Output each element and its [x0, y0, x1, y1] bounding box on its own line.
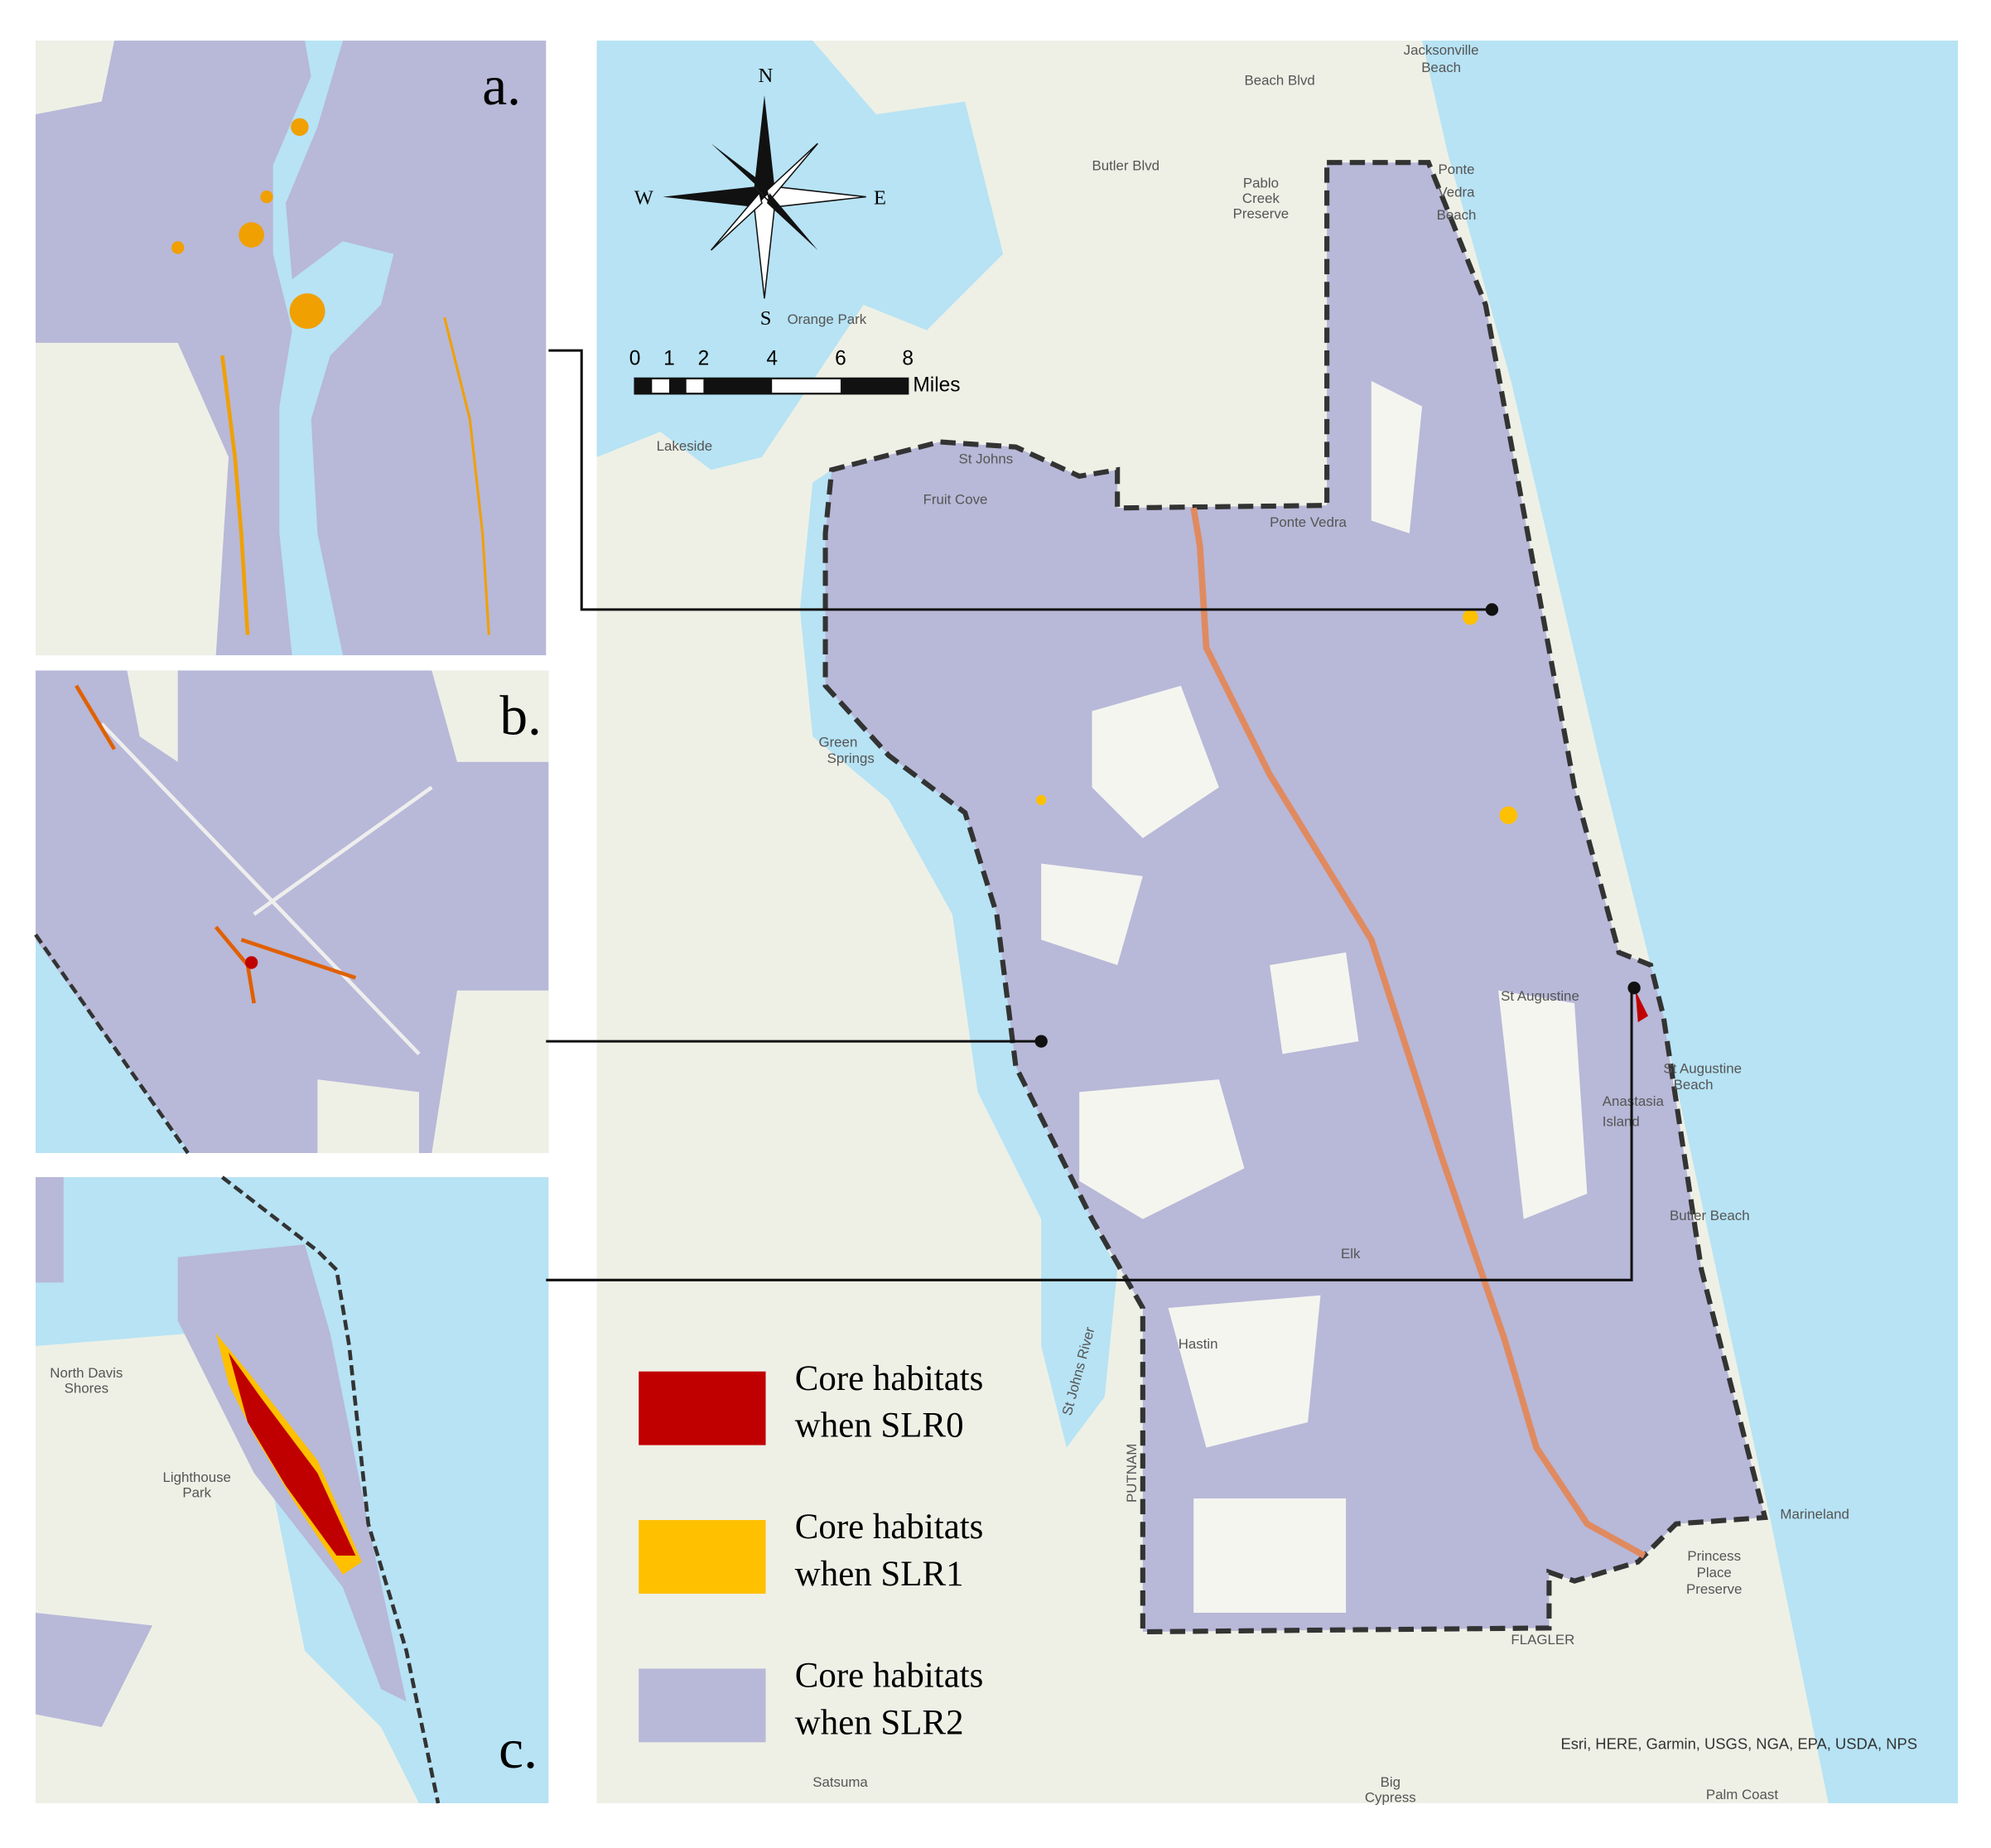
- place-label: Anastasia: [1603, 1093, 1665, 1109]
- place-label: North Davis: [50, 1365, 123, 1381]
- place-label: Hastin: [1179, 1336, 1218, 1352]
- place-label: Satsuma: [812, 1774, 868, 1790]
- water: [596, 41, 1004, 470]
- panel-label: a.: [482, 55, 521, 117]
- scale-bar: 0 1 2 4 6 8 Miles: [629, 347, 961, 396]
- scale-unit: Miles: [913, 374, 960, 397]
- compass-label: E: [874, 186, 886, 209]
- legend-label: when SLR1: [795, 1555, 964, 1594]
- study-area: [825, 162, 1766, 1632]
- place-label: Ponte Vedra: [1270, 514, 1347, 530]
- panel-label: b.: [499, 684, 542, 746]
- leader-dots: [1034, 603, 1641, 1048]
- legend-swatch: [639, 1520, 766, 1594]
- non-habitat-patches: [1041, 380, 1588, 1613]
- leader-lines: [546, 349, 1633, 1281]
- place-label: Lakeside: [657, 438, 713, 454]
- county-label: FLAGLER: [1511, 1632, 1574, 1648]
- place-label: Beach: [1674, 1077, 1714, 1093]
- main-map: Jacksonville Beach Beach Blvd Butler Blv…: [596, 41, 1959, 1805]
- place-label: Creek: [1242, 191, 1280, 206]
- place-label: Green: [818, 734, 857, 750]
- panel-label: c.: [499, 1718, 538, 1780]
- place-label: Princess: [1687, 1548, 1741, 1564]
- place-label: Cypress: [1365, 1789, 1416, 1805]
- scale-label: 4: [766, 347, 778, 369]
- place-label: Beach: [1437, 207, 1477, 223]
- place-label: Palm Coast: [1706, 1787, 1778, 1802]
- place-label: Vedra: [1438, 184, 1475, 200]
- legend: Core habitats when SLR0 Core habitats when …: [639, 1359, 983, 1743]
- county-label: PUTNAM: [1124, 1444, 1140, 1503]
- ocean: [1422, 41, 1959, 1803]
- place-label: St Johns: [959, 451, 1014, 466]
- place-label: Preserve: [1686, 1581, 1742, 1597]
- river: [799, 470, 1118, 1448]
- compass-label: W: [634, 186, 654, 209]
- scale-label: 0: [629, 347, 641, 369]
- place-label: Marineland: [1780, 1506, 1849, 1522]
- legend-label: when SLR2: [795, 1703, 964, 1742]
- place-label: St Augustine: [1501, 988, 1579, 1004]
- place-label: Jacksonville: [1404, 42, 1479, 58]
- scale-label: 8: [902, 347, 914, 369]
- compass-label: S: [760, 307, 772, 330]
- attribution: Esri, HERE, Garmin, USGS, NGA, EPA, USDA…: [1560, 1735, 1917, 1752]
- slr1-patches: [1036, 609, 1518, 824]
- road-label: Beach Blvd: [1244, 73, 1314, 89]
- legend-label: Core habitats: [795, 1359, 984, 1398]
- place-label: Preserve: [1233, 206, 1289, 222]
- place-label: Orange Park: [788, 311, 867, 327]
- place-label: Elk: [1341, 1246, 1361, 1262]
- place-label: Shores: [65, 1381, 108, 1397]
- place-label: Fruit Cove: [923, 491, 988, 507]
- scale-label: 2: [698, 347, 710, 369]
- legend-swatch: [639, 1668, 766, 1743]
- slr0-patch: [1635, 990, 1648, 1023]
- compass-label: N: [759, 65, 774, 87]
- place-label: Place: [1697, 1565, 1732, 1580]
- place-label: Ponte: [1438, 162, 1474, 177]
- place-label: Big: [1381, 1774, 1400, 1790]
- place-label: Park: [182, 1484, 211, 1500]
- scale-label: 6: [835, 347, 846, 369]
- place-label: Beach: [1421, 60, 1461, 75]
- legend-label: Core habitats: [795, 1508, 984, 1546]
- inset-a: a.: [36, 41, 547, 656]
- place-label: Butler Beach: [1670, 1208, 1750, 1223]
- inset-c: North Davis Shores Lighthouse Park c.: [36, 1175, 549, 1804]
- compass: N S W E: [634, 65, 886, 330]
- place-label: St Augustine: [1663, 1060, 1742, 1076]
- inset-b: b.: [34, 670, 549, 1155]
- place-label: Pablo: [1243, 176, 1279, 191]
- place-label: Lighthouse: [162, 1469, 231, 1485]
- legend-label: Core habitats: [795, 1657, 984, 1696]
- legend-label: when SLR0: [795, 1407, 964, 1445]
- highway: [1190, 507, 1646, 1559]
- legend-swatch: [639, 1371, 766, 1445]
- scale-label: 1: [663, 347, 675, 369]
- road-label: Butler Blvd: [1092, 157, 1160, 173]
- place-label: Springs: [827, 750, 875, 766]
- place-label: Island: [1603, 1114, 1640, 1130]
